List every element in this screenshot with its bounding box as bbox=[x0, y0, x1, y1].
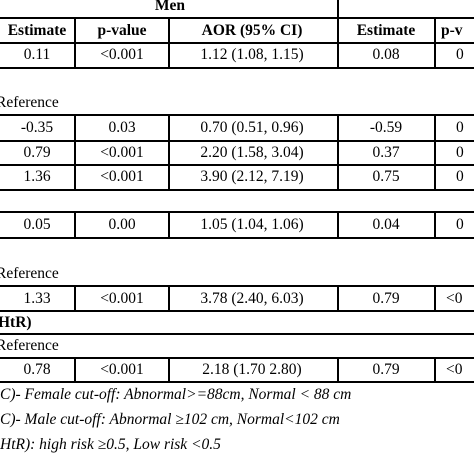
rule bbox=[74, 114, 76, 191]
rule bbox=[0, 164, 474, 166]
rule bbox=[0, 114, 474, 116]
cell-estimate-women: 0.04 bbox=[372, 216, 400, 233]
cell-estimate: 1.33 bbox=[23, 290, 51, 307]
cell-estimate: 1.36 bbox=[23, 168, 51, 185]
rule bbox=[337, 285, 339, 312]
rule bbox=[168, 114, 170, 191]
rule bbox=[434, 285, 436, 312]
cell-estimate-women: 0.37 bbox=[372, 144, 400, 161]
cell-p-value: 0.00 bbox=[108, 216, 136, 233]
rule bbox=[337, 211, 339, 239]
cell-estimate-women: -0.59 bbox=[369, 119, 403, 136]
rule bbox=[0, 310, 474, 312]
row-label-reference: Reference bbox=[0, 265, 59, 282]
cell-estimate-women: 0.75 bbox=[372, 168, 400, 185]
rule bbox=[337, 19, 339, 69]
footnote-female-cutoff: C)- Female cut-off: Abnormal>=88cm, Norm… bbox=[0, 386, 352, 403]
rule bbox=[74, 19, 76, 69]
cell-p-value: 0.03 bbox=[108, 119, 136, 136]
rule bbox=[74, 211, 76, 239]
cell-p-value-women: 0 bbox=[456, 168, 464, 185]
rule bbox=[434, 19, 436, 69]
cell-p-value: <0.001 bbox=[100, 46, 144, 63]
rule bbox=[0, 381, 474, 383]
rule bbox=[337, 114, 339, 191]
rule bbox=[0, 67, 474, 69]
rule bbox=[0, 237, 474, 239]
rule bbox=[0, 211, 474, 213]
col-header-p-value-women: p-v bbox=[441, 22, 463, 39]
rule bbox=[337, 357, 339, 383]
cell-estimate: 0.78 bbox=[23, 361, 51, 378]
rule bbox=[168, 357, 170, 383]
cell-estimate-women: 0.79 bbox=[372, 290, 400, 307]
cell-p-value: <0.001 bbox=[100, 168, 144, 185]
cell-p-value-women: 0 bbox=[456, 144, 464, 161]
cell-aor: 3.90 (2.12, 7.19) bbox=[200, 168, 304, 185]
rule bbox=[74, 357, 76, 383]
footnote-whtr-cutoff: HtR): high risk ≥0.5, Low risk <0.5 bbox=[0, 436, 221, 453]
cell-p-value: <0.001 bbox=[100, 290, 144, 307]
cell-estimate-women: 0.08 bbox=[372, 46, 400, 63]
rule bbox=[434, 357, 436, 383]
rule bbox=[168, 19, 170, 69]
rule bbox=[337, 0, 339, 17]
cell-p-value-women: 0 bbox=[456, 216, 464, 233]
cell-p-value-women: 0 bbox=[456, 46, 464, 63]
row-label-reference: Reference bbox=[0, 337, 59, 354]
cell-aor: 2.20 (1.58, 3.04) bbox=[200, 144, 304, 161]
row-label-reference: Reference bbox=[0, 94, 59, 111]
cell-p-value-women: 0 bbox=[456, 119, 464, 136]
col-header-estimate: Estimate bbox=[7, 22, 67, 39]
rule bbox=[434, 114, 436, 191]
cell-aor: 1.12 (1.08, 1.15) bbox=[200, 46, 304, 63]
rule bbox=[0, 189, 474, 191]
cell-estimate: 0.05 bbox=[23, 216, 51, 233]
cell-p-value-women: <0 bbox=[446, 290, 463, 307]
rule bbox=[434, 211, 436, 239]
col-header-estimate-women: Estimate bbox=[356, 22, 416, 39]
rule bbox=[0, 285, 474, 287]
cell-aor: 1.05 (1.04, 1.06) bbox=[200, 216, 304, 233]
rule bbox=[0, 357, 474, 359]
cell-estimate-women: 0.79 bbox=[372, 361, 400, 378]
rule bbox=[0, 17, 474, 19]
cell-estimate: 0.79 bbox=[23, 144, 51, 161]
footnote-male-cutoff: C)- Male cut-off: Abnormal ≥102 cm, Norm… bbox=[0, 411, 340, 428]
rule bbox=[74, 285, 76, 312]
rule bbox=[0, 42, 474, 44]
rule bbox=[0, 333, 474, 335]
cell-p-value-women: <0 bbox=[446, 361, 463, 378]
cell-p-value: <0.001 bbox=[100, 144, 144, 161]
row-label-whtr: HtR) bbox=[0, 314, 32, 331]
rule bbox=[0, 140, 474, 142]
rule bbox=[168, 211, 170, 239]
cell-aor: 0.70 (0.51, 0.96) bbox=[200, 119, 304, 136]
col-header-p-value: p-value bbox=[97, 22, 147, 39]
group-header-men: Men bbox=[154, 0, 186, 14]
cell-aor: 2.18 (1.70 2.80) bbox=[202, 361, 302, 378]
cell-p-value: <0.001 bbox=[100, 361, 144, 378]
cell-estimate: 0.11 bbox=[23, 46, 51, 63]
col-header-aor: AOR (95% CI) bbox=[201, 22, 303, 39]
rule bbox=[168, 285, 170, 312]
cell-aor: 3.78 (2.40, 6.03) bbox=[200, 290, 304, 307]
cell-estimate: -0.35 bbox=[20, 119, 54, 136]
